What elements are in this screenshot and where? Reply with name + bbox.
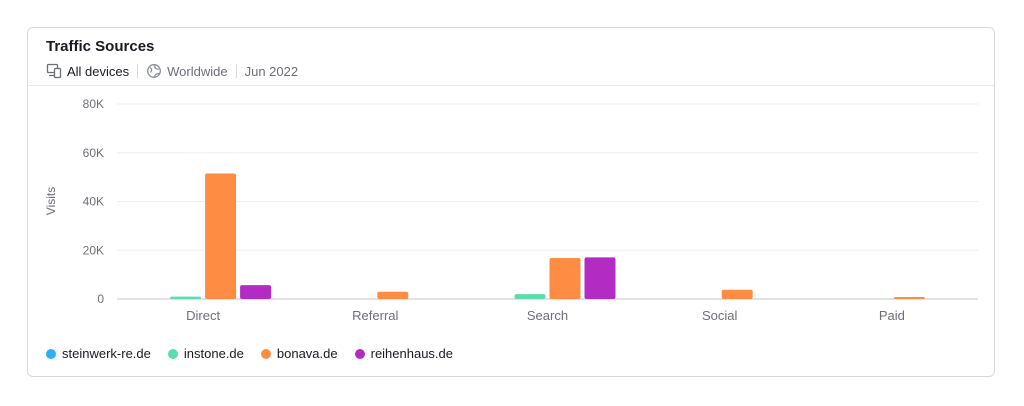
legend-item[interactable]: steinwerk-re.de <box>46 346 151 361</box>
bar <box>721 289 753 299</box>
y-tick-label: 20K <box>83 243 104 257</box>
y-tick-label: 80K <box>83 97 104 111</box>
traffic-sources-card: Traffic Sources All devices <box>27 27 995 377</box>
legend-swatch <box>167 348 178 359</box>
legend-swatch <box>46 348 56 359</box>
geo-filter-label: Worldwide <box>167 63 228 79</box>
chart-legend: steinwerk-re.de instone.de bonava.de reihen… <box>46 346 470 361</box>
globe-icon <box>146 63 162 79</box>
filter-bar: All devices Worldwide Jun 2022 <box>46 62 298 80</box>
legend-item[interactable]: instone.de <box>167 346 244 361</box>
devices-icon <box>46 63 62 79</box>
traffic-sources-chart: 0 20K 40K 60K 80K Visits Direct Referral Search S… <box>44 97 978 323</box>
x-tick-label: Social <box>702 308 738 323</box>
bar <box>893 297 925 299</box>
legend-item[interactable]: reihenhaus.de <box>354 346 454 361</box>
x-tick-label: Referral <box>352 308 398 323</box>
legend-label: instone.de <box>183 346 244 361</box>
filter-divider <box>137 64 139 78</box>
y-tick-label: 60K <box>83 146 104 160</box>
y-axis-label: Visits <box>44 187 58 215</box>
widget-title: Traffic Sources <box>46 38 155 55</box>
y-tick-label: 0 <box>97 292 104 306</box>
x-tick-label: Direct <box>186 308 220 323</box>
legend-label: bonava.de <box>276 346 338 361</box>
bar <box>240 285 272 299</box>
bar <box>514 294 546 299</box>
bar <box>205 173 237 299</box>
x-tick-label: Paid <box>879 308 905 323</box>
x-tick-label: Search <box>527 308 568 323</box>
bar <box>377 291 409 299</box>
devices-filter-label: All devices <box>67 63 130 79</box>
legend-item[interactable]: bonava.de <box>260 346 338 361</box>
card-header: Traffic Sources All devices <box>28 28 994 86</box>
bar <box>170 296 202 299</box>
filter-divider <box>235 64 237 78</box>
date-filter[interactable]: Jun 2022 <box>245 64 299 79</box>
legend-swatch <box>354 348 365 359</box>
bar <box>549 258 581 299</box>
devices-filter[interactable]: All devices <box>46 63 129 79</box>
geo-filter[interactable]: Worldwide <box>146 63 228 79</box>
legend-label: steinwerk-re.de <box>62 346 151 361</box>
bar <box>584 257 616 299</box>
legend-label: reihenhaus.de <box>370 346 454 361</box>
legend-swatch <box>260 348 271 359</box>
y-tick-label: 40K <box>83 195 104 209</box>
date-filter-label: Jun 2022 <box>244 63 299 79</box>
